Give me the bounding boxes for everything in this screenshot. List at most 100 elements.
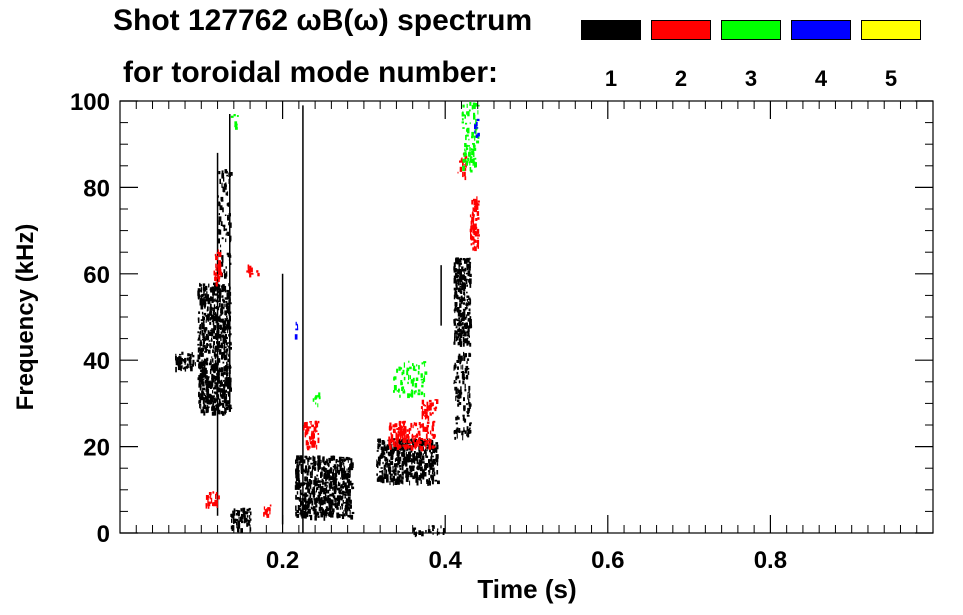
spectral-point bbox=[378, 463, 381, 466]
spectral-point bbox=[218, 298, 221, 301]
spectral-point bbox=[341, 490, 345, 495]
spectral-point bbox=[415, 390, 417, 393]
spectral-point bbox=[455, 281, 458, 286]
spectral-point bbox=[473, 198, 476, 202]
spectral-point bbox=[389, 468, 391, 473]
spectral-point bbox=[393, 385, 397, 391]
spectral-point bbox=[461, 118, 464, 121]
spectral-point bbox=[220, 336, 222, 342]
spectral-point bbox=[217, 249, 219, 255]
spectral-point bbox=[225, 407, 229, 411]
spectral-point bbox=[335, 478, 337, 484]
spectral-point bbox=[225, 400, 229, 402]
spectral-point bbox=[395, 463, 397, 467]
spectral-point bbox=[336, 502, 339, 508]
spectral-point bbox=[402, 369, 405, 375]
spectral-point bbox=[223, 350, 226, 355]
spectral-cluster bbox=[294, 321, 299, 340]
spectral-point bbox=[411, 381, 414, 387]
spectral-point bbox=[426, 424, 429, 428]
spectral-point bbox=[206, 407, 209, 411]
spectral-point bbox=[233, 511, 236, 516]
spectral-point bbox=[474, 104, 476, 109]
spectral-point bbox=[246, 515, 249, 518]
spectral-point bbox=[432, 532, 434, 535]
plot-frame bbox=[119, 100, 934, 534]
spectral-point bbox=[220, 342, 223, 348]
spectral-point bbox=[462, 435, 464, 441]
spectral-point bbox=[211, 286, 215, 290]
spectral-point bbox=[427, 480, 429, 486]
spectral-point bbox=[465, 155, 468, 159]
spectral-point bbox=[205, 359, 208, 363]
spectral-point bbox=[225, 403, 228, 407]
spectral-point bbox=[206, 392, 208, 396]
spectral-point bbox=[459, 309, 462, 312]
spectral-point bbox=[422, 453, 424, 455]
spectral-point bbox=[177, 361, 180, 367]
spectral-point bbox=[461, 373, 465, 379]
spectral-point bbox=[398, 420, 402, 426]
spectral-point bbox=[221, 309, 224, 315]
spectral-point bbox=[398, 470, 401, 473]
spectral-point bbox=[306, 504, 309, 510]
spectral-point bbox=[217, 284, 220, 290]
spectral-point bbox=[228, 213, 231, 217]
spectral-point bbox=[437, 480, 440, 485]
spectral-point bbox=[206, 298, 209, 302]
spectral-point bbox=[476, 244, 479, 248]
spectral-point bbox=[227, 320, 231, 322]
spectral-point bbox=[456, 399, 460, 403]
spectral-point bbox=[207, 382, 210, 387]
spectral-point bbox=[211, 411, 215, 416]
spectral-point bbox=[189, 363, 191, 369]
spectral-point bbox=[326, 458, 328, 463]
spectral-point bbox=[314, 508, 317, 512]
spectral-point bbox=[377, 438, 379, 443]
spectral-point bbox=[468, 297, 471, 300]
spectral-point bbox=[341, 504, 343, 510]
spectral-point bbox=[217, 238, 220, 244]
spectral-point bbox=[337, 498, 341, 503]
spectral-point bbox=[205, 495, 209, 500]
spectral-point bbox=[309, 437, 312, 440]
spectral-point bbox=[420, 438, 422, 442]
spectral-point bbox=[317, 480, 321, 483]
spectral-point bbox=[455, 274, 459, 279]
spectral-point bbox=[392, 424, 395, 428]
spectral-point bbox=[432, 447, 435, 452]
spectral-point bbox=[466, 134, 469, 137]
spectral-point bbox=[424, 404, 426, 407]
spectral-point bbox=[237, 520, 240, 525]
spectral-point bbox=[214, 287, 215, 293]
spectral-point bbox=[214, 298, 216, 301]
spectral-point bbox=[342, 462, 345, 465]
spectral-point bbox=[213, 270, 215, 276]
spectral-point bbox=[313, 486, 315, 492]
spectral-point bbox=[298, 485, 302, 488]
spectral-point bbox=[315, 514, 317, 517]
spectral-point bbox=[399, 468, 402, 470]
spectral-point bbox=[475, 240, 477, 243]
spectral-point bbox=[347, 506, 350, 510]
spectral-point bbox=[230, 115, 234, 118]
spectral-point bbox=[305, 487, 308, 490]
spectral-point bbox=[314, 477, 317, 481]
spectral-point bbox=[209, 298, 212, 302]
spectral-point bbox=[249, 273, 252, 278]
spectral-point bbox=[327, 497, 330, 500]
spectral-point bbox=[458, 317, 461, 320]
spectral-point bbox=[411, 433, 413, 438]
spectral-point bbox=[466, 111, 468, 115]
spectral-point bbox=[399, 440, 402, 444]
spectral-point bbox=[453, 309, 457, 312]
spectral-point bbox=[412, 367, 416, 371]
spectral-point bbox=[226, 372, 229, 377]
spectral-point bbox=[418, 438, 421, 442]
spectral-point bbox=[322, 488, 326, 493]
spectral-point bbox=[306, 476, 308, 483]
x-tick-label: 0.2 bbox=[266, 547, 299, 574]
spectral-point bbox=[219, 297, 221, 303]
spectral-point bbox=[456, 322, 460, 326]
spectral-point bbox=[405, 435, 408, 439]
